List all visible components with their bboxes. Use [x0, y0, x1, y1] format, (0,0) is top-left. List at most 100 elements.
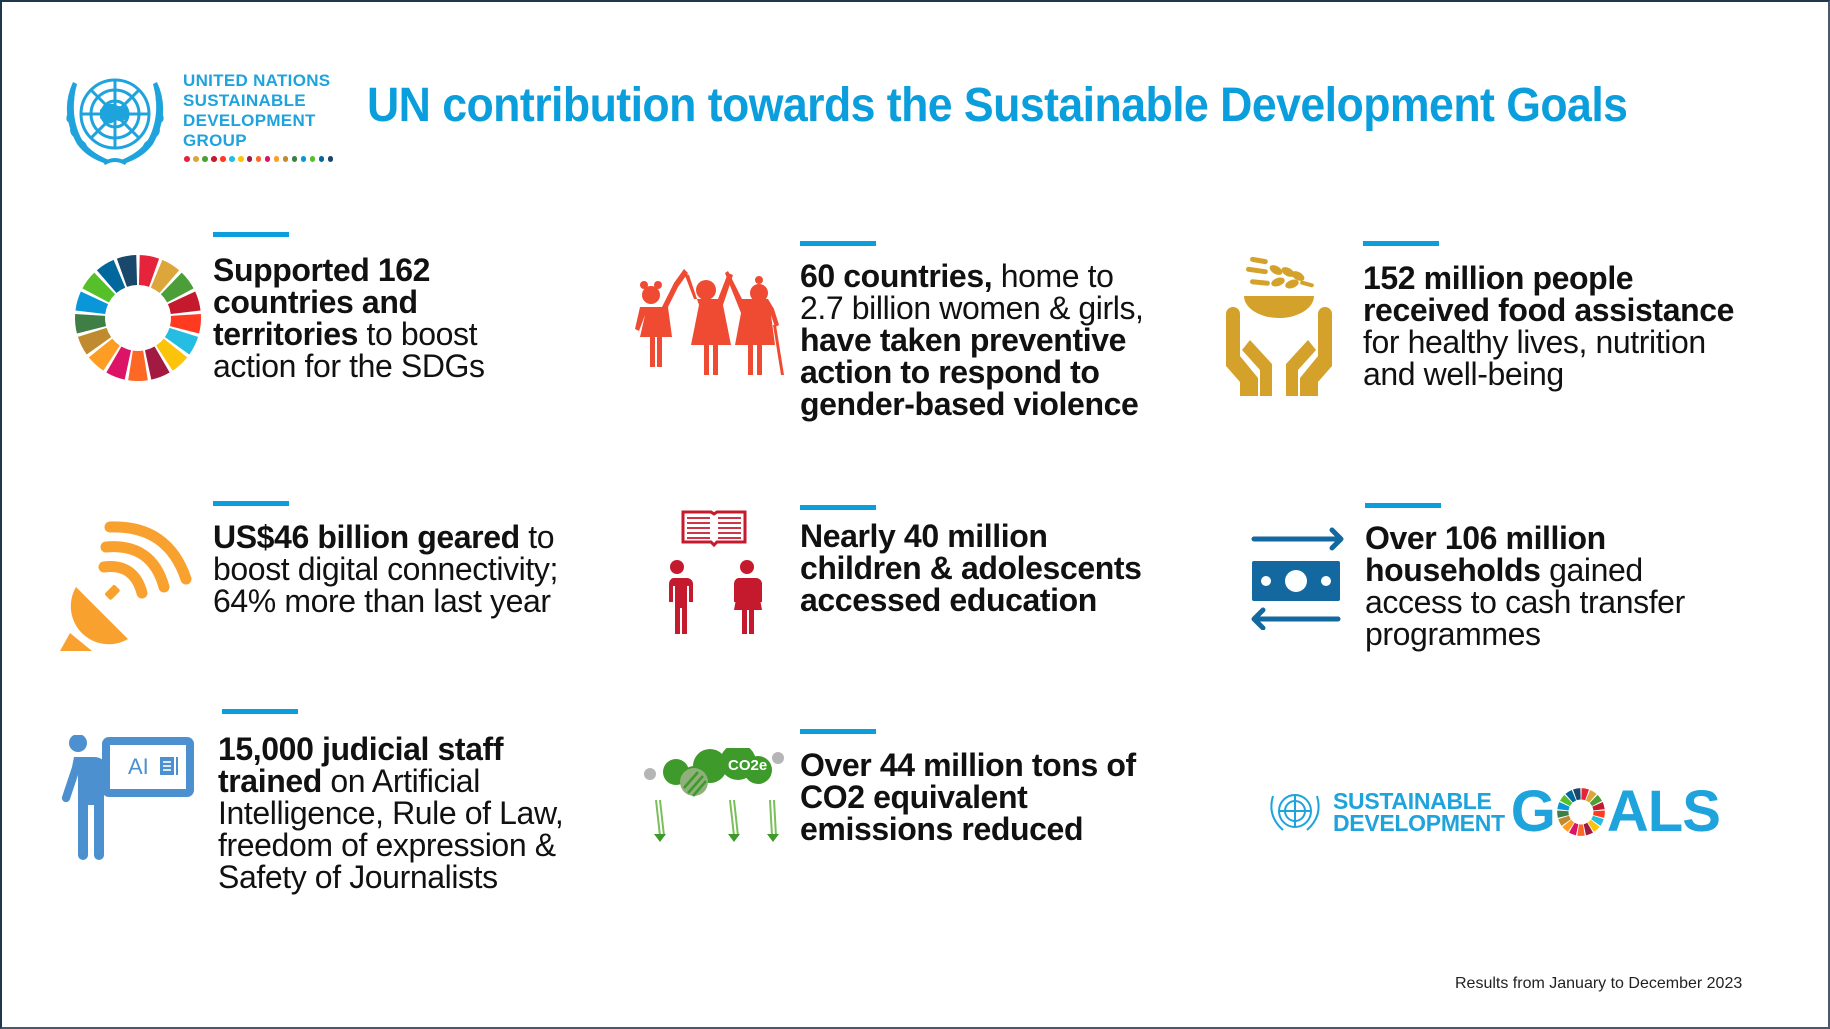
stat-line: received food assistance	[1363, 294, 1734, 326]
sdg-dot	[273, 156, 280, 162]
stat-text: gained	[1540, 552, 1643, 588]
goals-rest: ALS	[1606, 779, 1721, 844]
stat-text-bold: action to respond to	[800, 354, 1100, 390]
sdg-dot	[201, 156, 208, 162]
sdg-color-dots	[184, 156, 334, 162]
un-emblem-small-icon	[1270, 794, 1320, 831]
goals-g: G	[1510, 779, 1556, 844]
page-title: UN contribution towards the Sustainable …	[367, 79, 1628, 132]
accent-bar	[1365, 503, 1441, 508]
stat-line: children & adolescents	[800, 552, 1142, 584]
stat-line: 152 million people	[1363, 262, 1734, 294]
children-education-icon	[667, 510, 762, 634]
sdg-dot	[291, 156, 298, 162]
org-logo-line: DEVELOPMENT	[183, 111, 316, 130]
accent-bar	[800, 729, 876, 734]
stat-line: countries and	[213, 286, 485, 318]
sdg-logo-line1: SUSTAINABLE	[1333, 788, 1492, 814]
accent-bar	[222, 709, 298, 714]
ai-training-icon: AI	[61, 735, 194, 860]
stat-line: Over 44 million tons of	[800, 749, 1136, 781]
goals-wordmark: G ALS	[1510, 779, 1721, 844]
org-logo-line: SUSTAINABLE	[183, 91, 306, 110]
stat-line: access to cash transfer	[1365, 586, 1685, 618]
stat-text: 64% more than last year	[213, 583, 551, 619]
org-logo-text: UNITED NATIONS SUSTAINABLE DEVELOPMENT G…	[183, 71, 330, 151]
stat-food-assistance: 152 million people received food assistan…	[1363, 262, 1734, 390]
cash-transfer-icon	[1251, 527, 1344, 630]
sdg-dot	[237, 156, 244, 162]
stat-digital-connectivity: US$46 billion geared to boost digital con…	[213, 521, 558, 617]
stat-text: boost digital connectivity;	[213, 551, 558, 587]
stat-line: trained on Artificial	[218, 765, 563, 797]
org-logo-line: UNITED NATIONS	[183, 71, 331, 90]
co2-reduction-icon: CO2e	[644, 748, 784, 842]
stat-line: Intelligence, Rule of Law,	[218, 795, 564, 831]
stat-education: Nearly 40 million children & adolescents a…	[800, 520, 1142, 616]
stat-text-bold: countries and	[213, 284, 418, 320]
sdg-dot	[255, 156, 262, 162]
satellite-dish-icon	[60, 521, 192, 651]
stat-line: 64% more than last year	[213, 585, 558, 617]
sdg-dot	[264, 156, 271, 162]
stat-text-bold: emissions reduced	[800, 811, 1084, 847]
sdg-dot	[327, 156, 334, 162]
un-emblem-icon	[66, 78, 164, 165]
stat-line: have taken preventive	[800, 324, 1144, 356]
stat-line: freedom of expression &	[218, 829, 563, 861]
stat-cash-transfer: Over 106 million households gained access …	[1365, 522, 1685, 650]
stat-line: programmes	[1365, 618, 1685, 650]
stat-line: accessed education	[800, 584, 1142, 616]
stat-gender-violence: 60 countries, home to 2.7 billion women &…	[800, 260, 1144, 420]
stat-text-bold: Over 44 million tons of	[800, 747, 1136, 783]
sdg-dot	[282, 156, 289, 162]
stat-text-bold: 152 million people	[1363, 260, 1634, 296]
sdg-logo: SUSTAINABLE DEVELOPMENT G ALS	[1265, 779, 1721, 844]
stat-judicial-training: 15,000 judicial staff trained on Artifici…	[218, 733, 564, 893]
sdg-wheel-icon	[75, 255, 201, 381]
stat-text-bold: Supported 162	[213, 252, 431, 288]
stat-line: 60 countries, home to	[800, 260, 1144, 292]
sdg-logo-words: SUSTAINABLE DEVELOPMENT	[1333, 788, 1505, 836]
sdg-dot	[300, 156, 307, 162]
sdg-wheel-small-icon	[1557, 788, 1605, 836]
stat-text-bold: Over 106 million	[1365, 520, 1606, 556]
stat-text-bold: 60 countries,	[800, 258, 993, 294]
accent-bar	[213, 232, 289, 237]
stat-text: action for the SDGs	[213, 348, 485, 384]
stat-text-bold: received food assistance	[1363, 292, 1735, 328]
stat-text: Safety of Journalists	[218, 859, 498, 895]
accent-bar	[1363, 241, 1439, 246]
stat-line: US$46 billion geared to	[213, 521, 558, 553]
stat-text: home to	[992, 258, 1114, 294]
stat-text-bold: have taken preventive	[800, 322, 1126, 358]
food-assistance-icon	[1226, 256, 1332, 396]
stat-line: emissions reduced	[800, 813, 1136, 845]
stat-sdg-support: Supported 162 countries and territories to…	[213, 254, 485, 382]
stat-line: 2.7 billion women & girls,	[800, 292, 1144, 324]
stat-text: Intelligence, Rule of Law,	[218, 795, 564, 831]
stat-text-bold: 15,000 judicial staff	[218, 731, 504, 767]
footer-note: Results from January to December 2023	[1455, 975, 1743, 992]
accent-bar	[800, 505, 876, 510]
stat-text: to	[519, 519, 555, 555]
stat-line: Safety of Journalists	[218, 861, 563, 893]
sdg-logo-line2: DEVELOPMENT	[1333, 810, 1505, 836]
sdg-dot	[210, 156, 217, 162]
sdg-dot	[228, 156, 235, 162]
stat-text: 2.7 billion women & girls,	[800, 290, 1144, 326]
stat-line: 15,000 judicial staff	[218, 733, 563, 765]
stat-line: households gained	[1365, 554, 1685, 586]
stat-emissions: Over 44 million tons of CO2 equivalent emi…	[800, 749, 1136, 845]
stat-text: for healthy lives, nutrition	[1363, 324, 1706, 360]
ai-label: AI	[128, 754, 149, 779]
stat-text: and well-being	[1363, 356, 1564, 392]
stat-line: Nearly 40 million	[800, 520, 1142, 552]
stat-text-bold: households	[1365, 552, 1541, 588]
sdg-dot	[184, 156, 190, 162]
sdg-dot	[246, 156, 253, 162]
stat-text-bold: Nearly 40 million	[800, 518, 1048, 554]
stat-line: action for the SDGs	[213, 350, 485, 382]
stat-line: and well-being	[1363, 358, 1734, 390]
